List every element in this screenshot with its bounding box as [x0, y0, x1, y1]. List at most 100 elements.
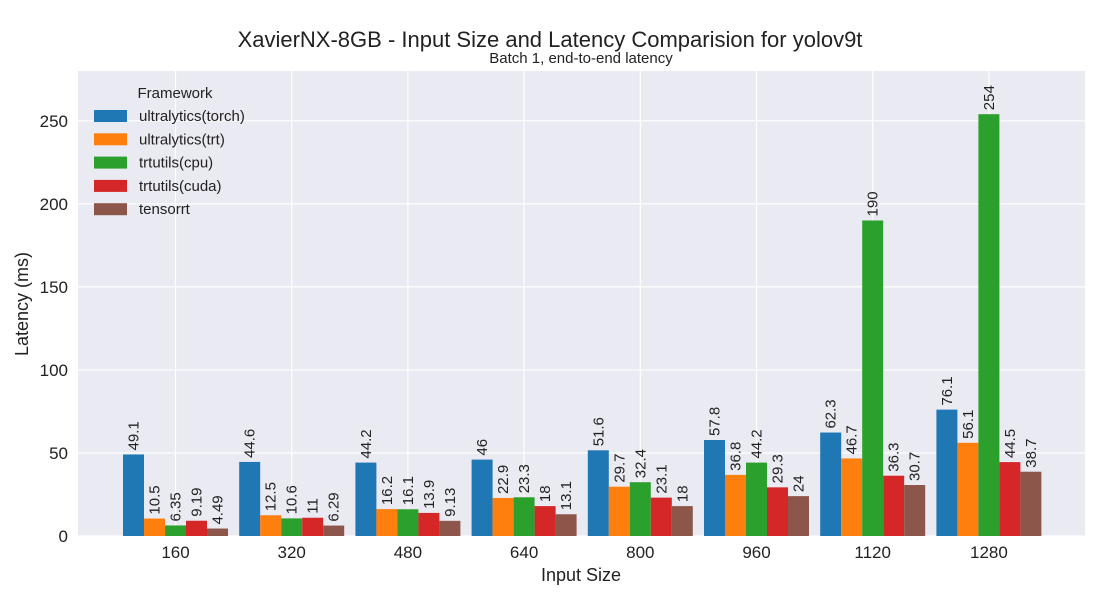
bar [555, 514, 577, 536]
legend-label: ultralytics(trt) [139, 131, 225, 148]
x-tick-label: 1120 [854, 543, 891, 562]
bar [418, 512, 440, 536]
data-label: 36.3 [886, 443, 903, 472]
bar [123, 454, 144, 536]
bar [704, 440, 725, 536]
x-tick-label: 320 [278, 543, 306, 562]
data-label: 18 [537, 485, 554, 502]
data-label: 22.9 [495, 465, 512, 494]
plot-area [78, 71, 1085, 536]
bar [978, 114, 1000, 536]
x-tick-label: 640 [510, 543, 538, 562]
data-label: 4.49 [210, 495, 227, 524]
data-label: 23.3 [516, 464, 533, 493]
data-label: 62.3 [823, 399, 840, 428]
x-tick-label: 960 [742, 543, 770, 562]
x-tick-label: 160 [161, 543, 189, 562]
data-label: 16.2 [379, 476, 396, 505]
data-label: 11 [305, 498, 322, 514]
bar [904, 485, 926, 536]
bar [883, 475, 905, 536]
chart-subtitle: Batch 1, end-to-end latency [489, 50, 673, 67]
data-labels: 49.1 44.6 44.2 46 51.6 57.8 62.3 76.1 10.5 12.5 16… [126, 85, 1040, 524]
data-label: 44.2 [358, 429, 375, 458]
data-label: 30.7 [907, 452, 924, 481]
data-label: 51.6 [590, 417, 607, 446]
data-label: 49.1 [126, 421, 143, 450]
bar [862, 220, 884, 536]
data-label: 12.5 [263, 482, 280, 511]
data-label: 24 [791, 475, 808, 492]
bar [788, 496, 809, 536]
y-tick-label: 200 [40, 195, 68, 214]
data-label: 32.4 [632, 449, 649, 478]
legend: Framework ultralytics(torch) ultralytics(… [94, 85, 245, 218]
y-axis-label: Latency (ms) [12, 252, 32, 356]
data-label: 29.3 [770, 454, 787, 483]
bar [439, 520, 461, 536]
y-tick-label: 0 [59, 527, 68, 546]
data-label: 13.1 [558, 481, 575, 510]
bar [767, 487, 788, 536]
bar [492, 497, 514, 536]
x-tick-label: 800 [626, 543, 654, 562]
legend-label: trtutils(cuda) [139, 178, 222, 195]
bar [397, 509, 419, 536]
bar [471, 459, 493, 536]
bar [671, 506, 693, 536]
bar [323, 525, 345, 536]
bars [123, 114, 1042, 536]
x-tick-label: 1280 [970, 543, 1008, 562]
bar [302, 517, 324, 536]
legend-swatch [94, 179, 127, 192]
data-label: 29.7 [611, 453, 628, 482]
y-tick-label: 50 [49, 444, 68, 463]
bar [376, 509, 398, 536]
y-tick-label: 250 [40, 112, 68, 131]
bar [746, 462, 767, 536]
data-label: 44.6 [242, 429, 259, 458]
data-label: 190 [865, 191, 882, 216]
data-label: 44.5 [1002, 429, 1019, 458]
legend-label: trtutils(cpu) [139, 155, 213, 172]
data-label: 56.1 [960, 410, 977, 439]
bar [1020, 471, 1042, 536]
chart-title: XavierNX-8GB - Input Size and Latency Co… [238, 27, 863, 52]
legend-swatch [94, 110, 127, 122]
data-label: 18 [674, 485, 691, 502]
bar [281, 518, 303, 536]
legend-label: ultralytics(torch) [139, 108, 245, 125]
data-label: 254 [981, 85, 998, 110]
bar [534, 506, 556, 536]
data-label: 46.7 [844, 425, 861, 454]
bar [936, 409, 958, 536]
bar [999, 462, 1021, 536]
bar [957, 442, 979, 536]
bar [144, 518, 165, 536]
x-ticks: 160 320 480 640 800 960 1120 1280 [161, 543, 1008, 562]
bar [587, 450, 609, 536]
legend-swatch [94, 133, 127, 146]
data-label: 10.6 [284, 485, 301, 514]
bar [650, 497, 672, 536]
legend-swatch [94, 156, 127, 169]
data-label: 76.1 [939, 376, 956, 405]
bar [629, 482, 651, 536]
bar [239, 461, 261, 536]
data-label: 23.1 [653, 464, 670, 493]
data-label: 16.1 [400, 476, 417, 505]
data-label: 6.29 [326, 492, 343, 521]
bar [207, 528, 228, 536]
legend-title: Framework [137, 85, 213, 102]
data-label: 13.9 [421, 480, 438, 509]
legend-swatch [94, 203, 127, 216]
data-label: 57.8 [707, 407, 724, 436]
data-label: 10.5 [147, 485, 164, 514]
bar [725, 474, 746, 536]
data-label: 36.8 [728, 442, 745, 471]
x-axis-label: Input Size [541, 565, 621, 585]
bar [608, 486, 630, 536]
bar [186, 520, 207, 536]
bar [841, 458, 863, 536]
